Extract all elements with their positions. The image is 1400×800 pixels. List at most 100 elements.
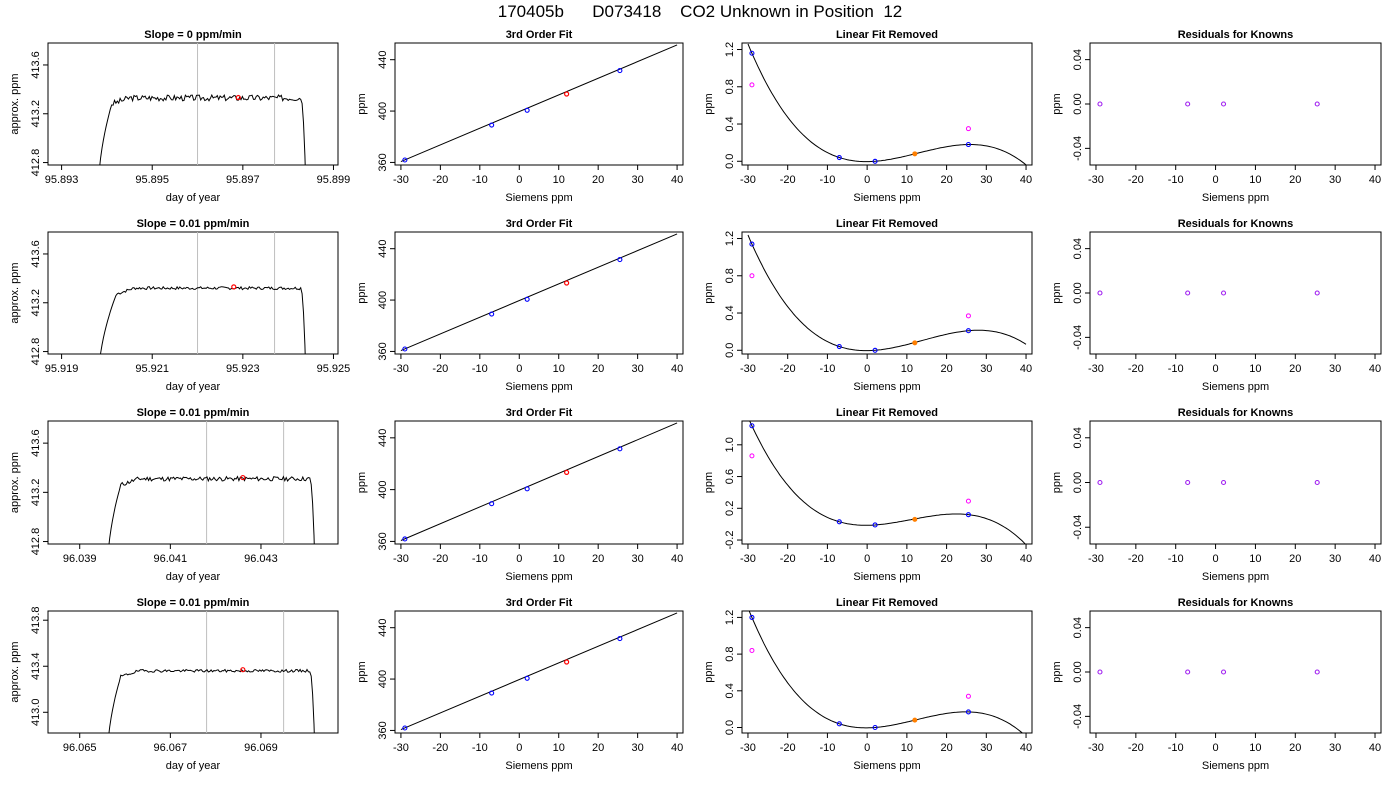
x-tick-label: -20: [1128, 363, 1144, 375]
x-tick-label: -30: [1088, 363, 1104, 375]
x-tick-label: 40: [1020, 553, 1032, 565]
x-tick-label: 20: [592, 742, 604, 754]
y-tick-label: 0.00: [1072, 661, 1084, 682]
x-tick-label: -20: [1128, 553, 1144, 565]
y-axis-label: ppm: [703, 661, 715, 682]
unknown-marker: [231, 284, 237, 290]
y-tick-label: 0.2: [724, 501, 736, 516]
residual-point: [1097, 669, 1103, 675]
y-tick-label: 0.0: [724, 154, 736, 169]
trace-line: [99, 93, 306, 165]
residual-point: [1314, 101, 1320, 107]
known-point: [489, 311, 495, 317]
x-axis-label: Siemens ppm: [1202, 381, 1269, 393]
panel-0-2: Linear Fit Removed -30 -20 -10 0 10 20 30 40 0.0 0…: [703, 29, 1033, 204]
y-tick-label: 360: [377, 721, 389, 739]
x-tick-label: 40: [1020, 363, 1032, 375]
x-tick-label: 96.069: [244, 742, 278, 754]
y-tick-label: 0.8: [724, 268, 736, 283]
unknown-point: [564, 91, 570, 97]
x-tick-label: 40: [1369, 742, 1381, 754]
panel-2-1: 3rd Order Fit -30 -20 -10 0 10 20 30 40 360 400 440…: [356, 407, 684, 583]
unknown-point: [564, 659, 570, 665]
panel-title: Linear Fit Removed: [836, 597, 938, 609]
plot-area: [747, 43, 1027, 165]
y-tick-label: 440: [377, 240, 389, 258]
plot-frame: [47, 42, 339, 166]
x-tick-label: 0: [1213, 553, 1219, 565]
x-tick-label: 0: [516, 742, 522, 754]
x-tick-label: 20: [940, 553, 952, 565]
known-point: [489, 690, 495, 696]
known-point: [524, 296, 530, 302]
plot-area: [748, 611, 1024, 733]
x-tick-label: 20: [592, 174, 604, 186]
y-tick-label: 360: [377, 342, 389, 360]
raw-known-point: [749, 82, 755, 88]
y-tick-label: 0.00: [1072, 93, 1084, 114]
y-axis-label: ppm: [1051, 282, 1063, 303]
plot-frame: [47, 610, 339, 734]
x-tick-label: 10: [901, 553, 913, 565]
panel-title: Residuals for Knowns: [1178, 407, 1294, 419]
residual-point: [1185, 290, 1191, 296]
x-tick-label: -10: [819, 742, 835, 754]
y-tick-label: -0.04: [1072, 325, 1084, 350]
x-tick-label: 30: [980, 553, 992, 565]
x-tick-label: 10: [901, 363, 913, 375]
y-tick-label: 440: [377, 51, 389, 69]
x-tick-label: 10: [553, 742, 565, 754]
x-tick-label: 10: [553, 553, 565, 565]
x-tick-label: 30: [632, 742, 644, 754]
x-tick-label: -10: [819, 553, 835, 565]
y-axis-label: approx. ppm: [9, 641, 21, 702]
cubic-curve: [747, 43, 1027, 165]
plot-frame: [47, 231, 339, 355]
y-tick-label: 1.2: [724, 231, 736, 246]
unknown-point: [912, 516, 918, 522]
x-tick-label: 30: [1329, 553, 1341, 565]
residual-point: [1220, 290, 1227, 296]
x-tick-label: 20: [940, 174, 952, 186]
raw-known-point: [749, 453, 755, 459]
x-tick-label: -30: [393, 174, 409, 186]
x-tick-label: -20: [432, 742, 448, 754]
plot-frame: [741, 42, 1033, 166]
x-tick-label: -30: [740, 174, 756, 186]
y-tick-label: 440: [377, 619, 389, 637]
panel-0-3: Residuals for Knowns -30 -20 -10 0 10 20 30 40 -0…: [1051, 29, 1382, 204]
panel-1-1: 3rd Order Fit -30 -20 -10 0 10 20 30 40 360 400 440…: [356, 218, 684, 393]
residual-point: [1314, 479, 1320, 486]
x-tick-label: -10: [1168, 742, 1184, 754]
known-point: [749, 423, 755, 429]
x-tick-label: 20: [1289, 742, 1301, 754]
unknown-point: [564, 469, 570, 476]
x-tick-label: -10: [472, 553, 488, 565]
x-tick-label: 95.899: [317, 174, 351, 186]
x-tick-label: 30: [632, 363, 644, 375]
plot-area: [100, 232, 306, 354]
y-tick-label: 0.04: [1072, 238, 1084, 259]
x-tick-label: 10: [901, 174, 913, 186]
y-tick-label: 0.4: [724, 116, 736, 131]
residual-point: [1097, 101, 1103, 107]
x-tick-label: -10: [1168, 553, 1184, 565]
panel-0-1: 3rd Order Fit -30 -20 -10 0 10 20 30 40 360 400 440…: [356, 29, 684, 204]
x-axis-label: day of year: [166, 192, 221, 204]
plot-area: [400, 422, 678, 542]
plot-area: [747, 234, 1027, 353]
x-tick-label: 95.923: [226, 363, 260, 375]
plot-frame: [1089, 231, 1382, 355]
known-point: [524, 107, 530, 113]
y-axis-label: ppm: [703, 93, 715, 114]
panel-2-2: Linear Fit Removed -30 -20 -10 0 10 20 30 40 -0.2…: [703, 407, 1033, 583]
plot-frame: [741, 610, 1033, 734]
raw-known-point: [749, 273, 755, 279]
x-tick-label: 40: [671, 363, 683, 375]
unknown-point: [912, 717, 918, 723]
y-tick-label: 400: [377, 670, 389, 688]
plot-area: [400, 44, 678, 163]
x-tick-label: 30: [632, 174, 644, 186]
residual-point: [1185, 669, 1191, 675]
x-tick-label: -10: [1168, 363, 1184, 375]
